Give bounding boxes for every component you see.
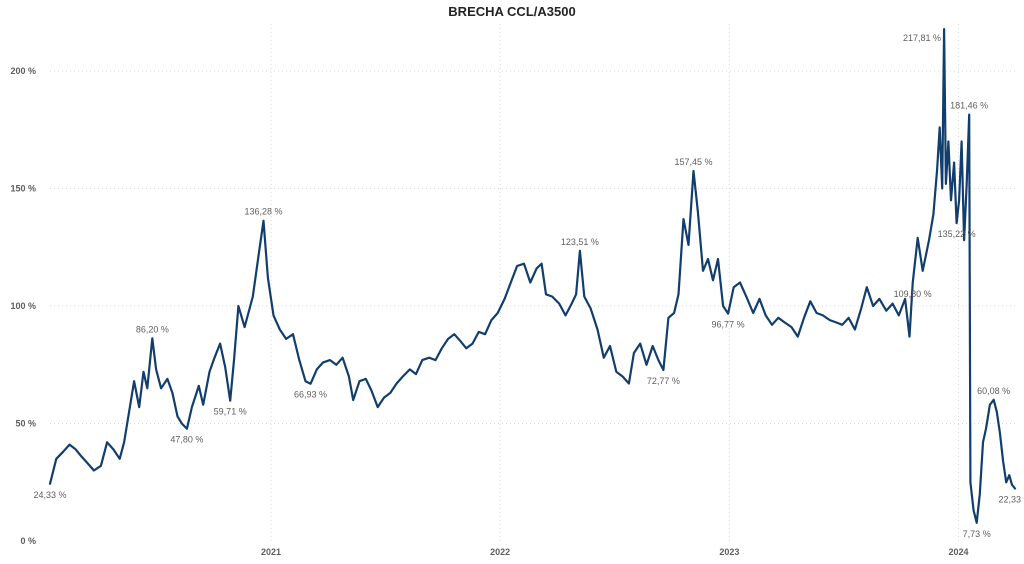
data-label: 217,81 % bbox=[903, 33, 941, 43]
data-label: 24,33 % bbox=[33, 490, 66, 500]
data-label: 96,77 % bbox=[712, 320, 745, 330]
chart-title: BRECHA CCL/A3500 bbox=[448, 4, 575, 19]
y-axis-ticks: 0 % 50 % 100 % 150 % 200 % bbox=[10, 66, 36, 546]
data-label: 86,20 % bbox=[136, 324, 169, 334]
y-tick-label: 50 % bbox=[15, 419, 36, 429]
data-label: 109,80 % bbox=[894, 289, 932, 299]
x-axis-ticks: 2021 2022 2023 2024 bbox=[261, 547, 969, 557]
series-layer bbox=[48, 28, 1017, 524]
y-tick-label: 200 % bbox=[10, 66, 36, 76]
data-label: 60,08 % bbox=[977, 386, 1010, 396]
y-tick-label: 100 % bbox=[10, 301, 36, 311]
y-tick-label: 150 % bbox=[10, 184, 36, 194]
data-label: 157,45 % bbox=[675, 157, 713, 167]
data-label: 22,33 % bbox=[998, 495, 1024, 505]
data-label: 7,73 % bbox=[963, 529, 991, 539]
data-label: 47,80 % bbox=[170, 435, 203, 445]
data-label: 181,46 % bbox=[950, 101, 988, 111]
data-label: 66,93 % bbox=[294, 390, 327, 400]
data-label: 136,28 % bbox=[244, 207, 282, 217]
x-tick-label: 2022 bbox=[490, 547, 510, 557]
x-tick-label: 2024 bbox=[948, 547, 968, 557]
data-labels: 24,33 % 86,20 % 47,80 % 59,71 % 136,28 % 66,9… bbox=[33, 33, 1024, 539]
x-tick-label: 2021 bbox=[261, 547, 281, 557]
series-line bbox=[48, 28, 1017, 524]
data-label: 135,22 % bbox=[938, 229, 976, 239]
gridlines bbox=[50, 24, 1015, 541]
x-tick-label: 2023 bbox=[719, 547, 739, 557]
data-label: 123,51 % bbox=[561, 237, 599, 247]
data-label: 72,77 % bbox=[647, 376, 680, 386]
y-tick-label: 0 % bbox=[20, 536, 36, 546]
data-label: 59,71 % bbox=[214, 407, 247, 417]
